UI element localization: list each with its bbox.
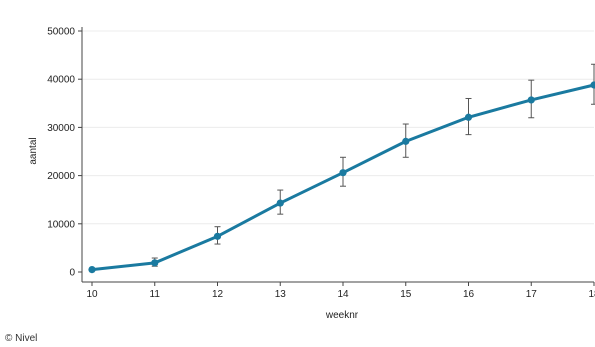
data-point [339, 169, 347, 177]
x-tick-label: 18 [588, 289, 595, 300]
x-tick-label: 10 [86, 289, 98, 300]
data-point [464, 113, 473, 121]
data-point [151, 259, 159, 267]
x-tick-label: 11 [150, 289, 161, 300]
tick-labels: 0 10000 20000 30000 40000 50000 10 11 12 13 14 15 16… [47, 27, 595, 301]
grid-lines [82, 30, 594, 225]
y-tick-label: 50000 [47, 27, 75, 38]
data-point [213, 232, 222, 240]
x-tick-label: 13 [275, 289, 287, 300]
x-tick-label: 14 [337, 289, 349, 300]
x-tick-label: 16 [463, 289, 475, 300]
y-axis-title: aantal [28, 137, 39, 164]
data-point [88, 265, 96, 274]
data-point [402, 137, 410, 145]
error-bars [89, 63, 595, 272]
y-tick-label: 40000 [47, 75, 75, 86]
x-axis-title: weeknr [325, 310, 359, 321]
y-tick-label: 30000 [47, 123, 75, 134]
axes [78, 27, 595, 286]
data-points [88, 81, 595, 274]
y-tick-label: 10000 [47, 219, 75, 230]
copyright-notice: © Nivel [5, 333, 38, 344]
y-tick-label: 0 [69, 268, 75, 279]
data-point [276, 199, 284, 207]
y-tick-label: 20000 [47, 171, 75, 182]
x-tick-label: 12 [212, 289, 224, 300]
data-point [590, 81, 595, 89]
x-tick-label: 15 [400, 289, 412, 300]
x-tick-label: 17 [526, 289, 538, 300]
data-point [527, 96, 535, 104]
